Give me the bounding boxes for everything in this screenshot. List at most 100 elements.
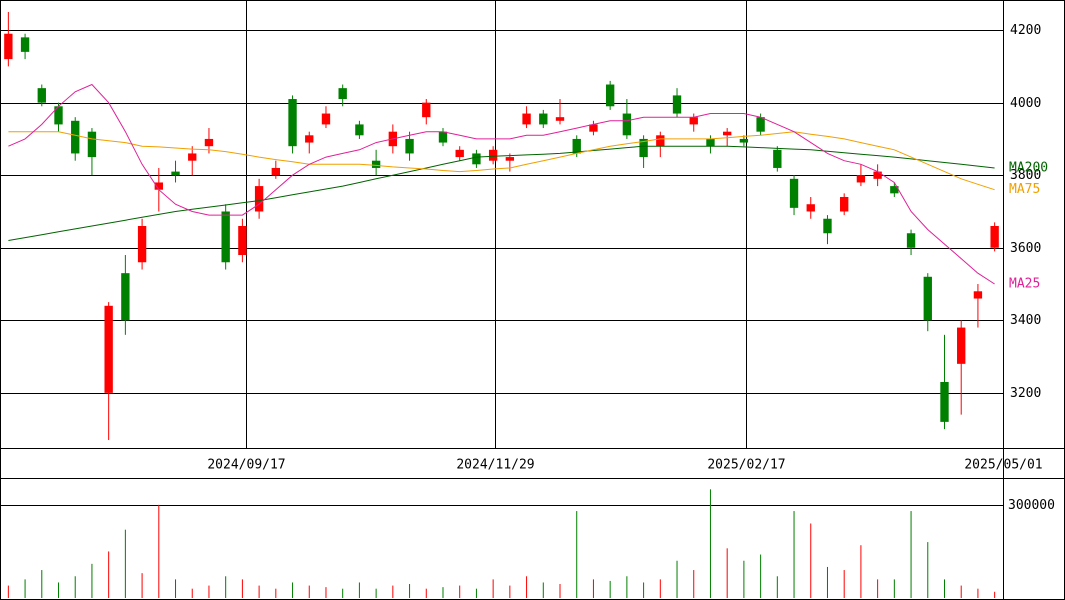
candle-body	[254, 186, 264, 212]
volume-bar	[760, 554, 762, 598]
volume-bar	[726, 548, 728, 598]
volume-bar	[843, 570, 845, 598]
volume-bar	[927, 542, 929, 598]
volume-bar	[91, 563, 93, 598]
volume-bar	[74, 576, 76, 598]
volume-bar	[542, 582, 544, 598]
candle-body	[221, 211, 230, 263]
volume-bar	[943, 579, 945, 598]
candle-body	[204, 138, 214, 147]
volume-bar	[709, 489, 711, 598]
volume-bar	[643, 582, 645, 598]
y-tick-label: 3800	[1010, 168, 1041, 183]
x-tick-label: 2024/11/29	[456, 458, 534, 473]
candle-body	[739, 138, 749, 143]
candle-body	[689, 117, 698, 125]
candle-body	[873, 171, 882, 179]
volume-bar	[526, 576, 528, 598]
volume-bar	[509, 585, 511, 598]
candle-body	[605, 84, 615, 107]
volume-bar	[960, 585, 962, 598]
candle-body	[54, 106, 63, 125]
volume-bar	[208, 585, 210, 598]
volume-bar	[576, 511, 578, 598]
volume-bar	[141, 573, 143, 598]
candle-body	[656, 135, 665, 147]
candle-body	[722, 131, 732, 136]
volume-bar	[626, 576, 628, 598]
candle-body	[371, 160, 381, 168]
x-tick-label: 2025/05/01	[964, 458, 1042, 473]
volume-bar	[877, 579, 879, 598]
candle-body	[572, 138, 581, 154]
volume-bar	[459, 585, 461, 598]
volume-bar	[592, 579, 594, 598]
volume-bar	[793, 511, 795, 598]
candle-body	[622, 113, 632, 136]
ma-line	[8, 83, 995, 285]
candle-body	[672, 95, 682, 114]
candle-body	[20, 37, 30, 52]
candle-body	[706, 138, 715, 147]
volume-bar	[358, 582, 360, 598]
volume-bar	[325, 587, 327, 598]
volume-bar	[108, 551, 110, 598]
candle-body	[906, 233, 916, 248]
candle-body	[171, 171, 180, 176]
volume-bar	[191, 588, 193, 598]
volume-bar	[124, 529, 126, 598]
volume-bar	[475, 588, 477, 598]
volume-bar	[893, 579, 895, 598]
candle-body	[973, 291, 983, 299]
volume-bar	[994, 591, 996, 598]
candle-body	[238, 225, 247, 256]
volume-bar	[409, 584, 411, 598]
candle-body	[990, 225, 999, 248]
candle-body	[472, 153, 481, 165]
candle-body	[773, 149, 782, 168]
volume-bar	[292, 582, 294, 598]
y-tick-label: 4200	[1010, 23, 1041, 38]
candle-body	[355, 124, 364, 136]
volume-bar	[41, 570, 43, 598]
volume-bar	[693, 570, 695, 598]
y-tick-label: 3200	[1010, 386, 1041, 401]
volume-bar	[676, 560, 678, 598]
volume-bar	[492, 579, 494, 598]
candle-body	[288, 99, 297, 147]
volume-bar	[425, 588, 427, 598]
volume-bar	[977, 588, 979, 598]
volume-bar	[659, 579, 661, 598]
candle-body	[957, 327, 966, 364]
legend-label: MA25	[1009, 277, 1040, 292]
x-tick-label: 2024/09/17	[207, 458, 285, 473]
ma-line	[8, 131, 995, 191]
volume-bar	[910, 511, 912, 598]
volume-bar	[24, 579, 26, 598]
volume-bar	[392, 585, 394, 598]
candle-body	[137, 225, 147, 263]
volume-bar	[609, 580, 611, 598]
candle-body	[856, 175, 866, 183]
volume-bar	[58, 582, 60, 598]
volume-bar	[225, 576, 227, 598]
candle-body	[589, 124, 598, 132]
legend-label: MA75	[1009, 182, 1040, 197]
candle-body	[789, 178, 799, 208]
x-tick-label: 2025/02/17	[707, 458, 785, 473]
candle-body	[87, 131, 97, 158]
candle-body	[104, 305, 113, 393]
candle-body	[539, 113, 548, 125]
volume-bar	[258, 585, 260, 598]
candle-body	[522, 113, 531, 125]
candle-body	[639, 138, 648, 158]
volume-bar	[241, 579, 243, 598]
candle-body	[806, 204, 815, 212]
volume-bar	[559, 584, 561, 598]
y-tick-label: 4000	[1010, 96, 1041, 111]
volume-bar	[743, 560, 745, 598]
candle-body	[890, 186, 899, 194]
candle-body	[154, 182, 163, 190]
candle-body	[840, 196, 849, 212]
